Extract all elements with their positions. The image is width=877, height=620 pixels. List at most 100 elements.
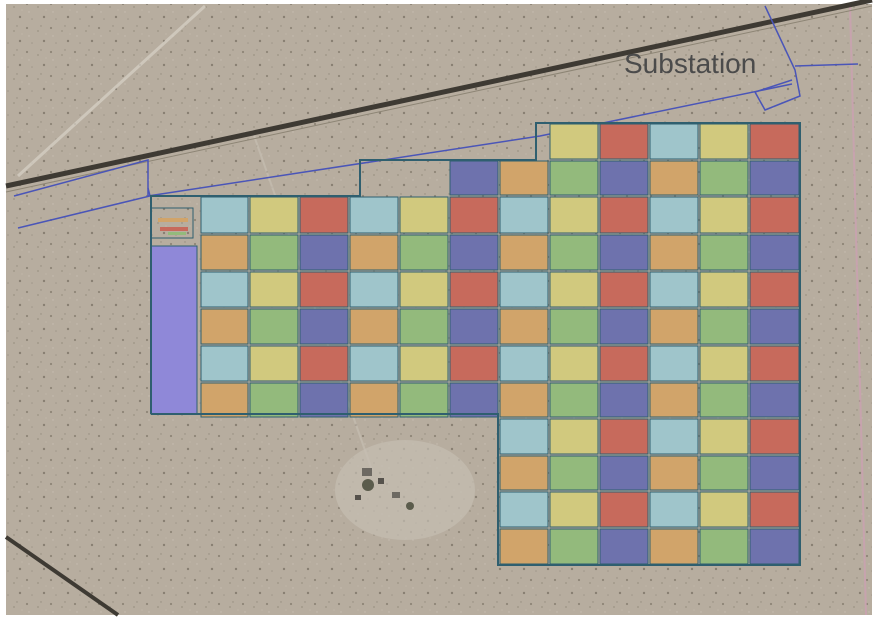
array-block	[549, 196, 599, 234]
array-block	[399, 271, 449, 308]
array-block	[249, 345, 299, 382]
array-block	[749, 418, 800, 455]
array-block	[549, 382, 599, 418]
array-block	[749, 528, 800, 565]
array-block	[699, 382, 749, 418]
array-block	[200, 382, 249, 418]
array-block	[499, 196, 549, 234]
substation-boundary	[753, 5, 801, 111]
array-block	[649, 528, 699, 565]
array-block	[599, 491, 649, 528]
array-block	[249, 382, 299, 418]
array-block	[649, 345, 699, 382]
array-block	[299, 234, 349, 271]
array-block	[599, 196, 649, 234]
array-block	[349, 382, 399, 418]
array-block	[599, 271, 649, 308]
array-outline	[150, 122, 801, 566]
array-block	[399, 308, 449, 345]
main-road-edge	[5, 5, 873, 193]
solar-array-blocks	[200, 123, 800, 565]
main-road	[5, 0, 873, 189]
array-block	[449, 308, 499, 345]
array-block	[699, 123, 749, 160]
array-block	[499, 234, 549, 271]
array-block	[699, 196, 749, 234]
array-block	[249, 308, 299, 345]
array-block	[549, 455, 599, 491]
farmstead	[335, 440, 475, 540]
array-block	[449, 382, 499, 418]
array-block	[749, 160, 800, 196]
boundary-north	[147, 83, 793, 197]
array-block	[299, 196, 349, 234]
array-block	[549, 491, 599, 528]
array-block	[699, 491, 749, 528]
array-block	[449, 271, 499, 308]
equipment-3	[168, 232, 186, 235]
array-block	[499, 345, 549, 382]
array-block	[599, 418, 649, 455]
array-block	[549, 418, 599, 455]
array-block	[749, 455, 800, 491]
array-block	[499, 455, 549, 491]
array-block	[249, 196, 299, 234]
array-block	[549, 308, 599, 345]
array-block	[499, 418, 549, 455]
array-block	[699, 418, 749, 455]
array-block	[549, 345, 599, 382]
array-block	[349, 271, 399, 308]
building-block	[150, 245, 198, 415]
array-block	[599, 455, 649, 491]
array-block	[599, 160, 649, 196]
array-block	[649, 271, 699, 308]
array-block	[749, 491, 800, 528]
equipment-2	[160, 227, 188, 231]
array-block	[749, 382, 800, 418]
array-block	[349, 308, 399, 345]
array-block	[649, 418, 699, 455]
array-block	[549, 271, 599, 308]
array-block	[549, 123, 599, 160]
array-block	[749, 271, 800, 308]
track-east	[849, 3, 867, 616]
array-block	[749, 308, 800, 345]
array-block	[399, 234, 449, 271]
equipment-1	[158, 218, 188, 222]
array-block	[299, 308, 349, 345]
array-block	[200, 345, 249, 382]
array-block	[499, 308, 549, 345]
array-block	[699, 345, 749, 382]
array-block	[200, 196, 249, 234]
array-block	[699, 528, 749, 565]
array-block	[349, 234, 399, 271]
array-block	[349, 196, 399, 234]
array-block	[499, 528, 549, 565]
array-block	[649, 308, 699, 345]
array-block	[749, 123, 800, 160]
array-block	[599, 123, 649, 160]
array-block	[399, 196, 449, 234]
array-block	[299, 382, 349, 418]
array-block	[200, 308, 249, 345]
array-block	[549, 234, 599, 271]
array-block	[599, 308, 649, 345]
array-block	[599, 382, 649, 418]
array-block	[449, 196, 499, 234]
array-block	[599, 345, 649, 382]
array-block	[649, 455, 699, 491]
array-block	[649, 160, 699, 196]
array-block	[449, 345, 499, 382]
array-block	[499, 491, 549, 528]
array-block	[399, 345, 449, 382]
array-block	[699, 455, 749, 491]
track-north-west	[16, 4, 207, 178]
array-block	[699, 234, 749, 271]
array-block	[699, 308, 749, 345]
array-block	[649, 196, 699, 234]
array-block	[699, 271, 749, 308]
array-block	[599, 528, 649, 565]
array-block	[649, 382, 699, 418]
array-block	[549, 528, 599, 565]
array-block	[449, 160, 499, 196]
